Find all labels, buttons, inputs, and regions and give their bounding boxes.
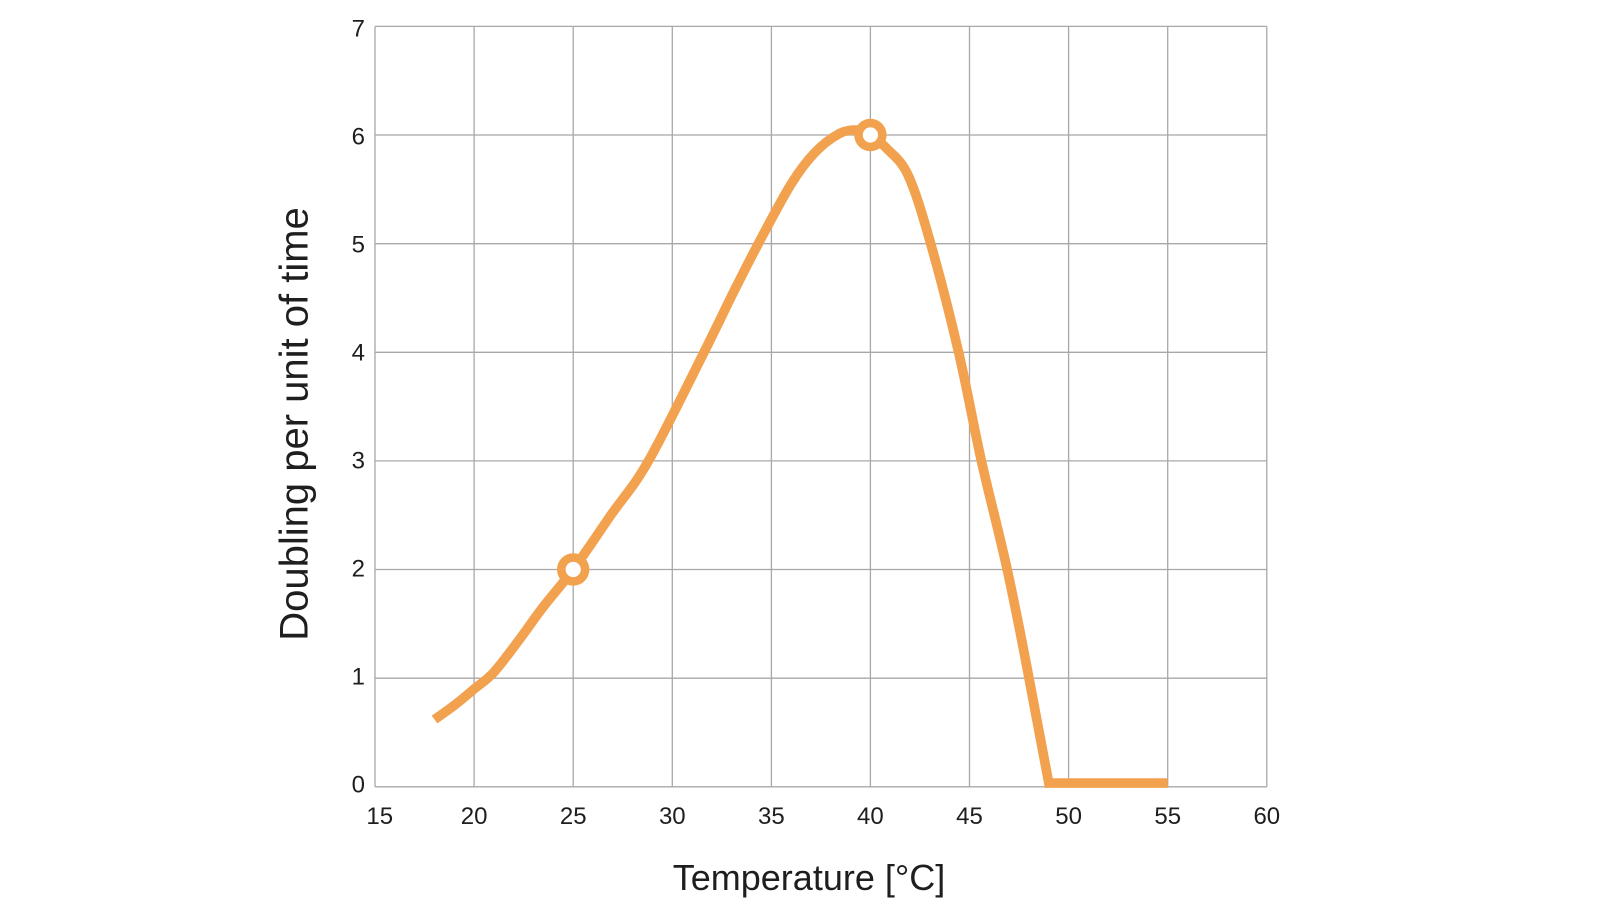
svg-text:45: 45 [956, 803, 983, 830]
svg-text:55: 55 [1154, 803, 1181, 830]
svg-text:5: 5 [352, 232, 365, 259]
svg-text:40: 40 [857, 803, 884, 830]
svg-text:Doubling per unit of time: Doubling per unit of time [273, 207, 317, 641]
svg-text:7: 7 [352, 16, 365, 43]
svg-text:Temperature [°C]: Temperature [°C] [673, 857, 946, 898]
svg-text:4: 4 [352, 340, 365, 367]
svg-text:30: 30 [659, 803, 686, 830]
svg-text:6: 6 [352, 124, 365, 151]
svg-text:2: 2 [352, 556, 365, 583]
svg-text:0: 0 [352, 772, 365, 799]
svg-text:3: 3 [352, 448, 365, 475]
svg-text:15: 15 [366, 803, 393, 830]
svg-text:35: 35 [758, 803, 785, 830]
svg-text:1: 1 [352, 664, 365, 691]
svg-text:25: 25 [560, 803, 587, 830]
svg-text:20: 20 [461, 803, 488, 830]
svg-text:50: 50 [1055, 803, 1082, 830]
svg-text:60: 60 [1253, 803, 1280, 830]
